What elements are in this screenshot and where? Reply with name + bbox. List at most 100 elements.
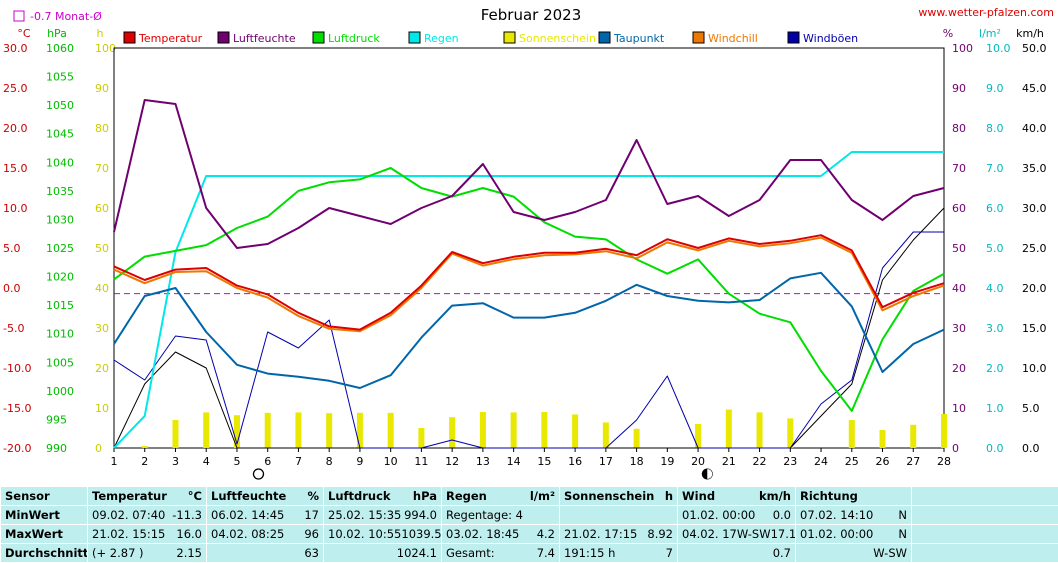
x-tick-label-8: 8 xyxy=(326,455,333,468)
x-tick-label-12: 12 xyxy=(445,455,459,468)
x-tick-label-16: 16 xyxy=(568,455,582,468)
tick-pct-9: 10 xyxy=(952,402,966,415)
tick-hpa-4: 1040 xyxy=(46,156,74,169)
tick-hours-4: 60 xyxy=(95,202,109,215)
x-tick-label-22: 22 xyxy=(753,455,767,468)
tick-pct-2: 80 xyxy=(952,122,966,135)
legend-label-2: Luftdruck xyxy=(328,32,380,45)
avg-rain-value: 7.4 xyxy=(537,546,555,560)
x-tick-label-10: 10 xyxy=(384,455,398,468)
tick-temp-6: 0.0 xyxy=(3,282,21,295)
tick-rain-5: 5.0 xyxy=(986,242,1004,255)
max-press-date: 10.02. 10:55 xyxy=(328,527,401,541)
header-temp-unit: °C xyxy=(188,489,202,503)
sun-bar-7 xyxy=(295,412,301,448)
legend-swatch-3 xyxy=(409,32,420,43)
sun-bar-2 xyxy=(142,446,148,448)
x-tick-label-28: 28 xyxy=(937,455,951,468)
tick-pct-3: 70 xyxy=(952,162,966,175)
x-tick-label-9: 9 xyxy=(356,455,363,468)
avg-rain-note: Gesamt: xyxy=(446,546,495,560)
x-tick-label-19: 19 xyxy=(660,455,674,468)
moon-markers xyxy=(253,469,712,479)
x-tick-label-5: 5 xyxy=(233,455,240,468)
sun-bar-26 xyxy=(880,430,886,448)
max-sun-value: 8.92 xyxy=(647,527,673,541)
mean-marker-icon xyxy=(14,11,24,21)
max-rain-value: 4.2 xyxy=(537,527,555,541)
header-sensor: Sensor xyxy=(1,487,88,506)
tick-wind-4: 30.0 xyxy=(1022,202,1047,215)
mean-note: -0.7 Monat-Ø xyxy=(30,10,102,23)
min-sun xyxy=(560,506,678,525)
unit-pct: % xyxy=(943,27,953,40)
sun-bar-23 xyxy=(787,418,793,448)
header-sun-unit: h xyxy=(665,489,673,503)
max-press-value: 1039.5 xyxy=(401,527,441,541)
max-dir-date: 01.02. 00:00 xyxy=(800,527,873,541)
tick-wind-0: 50.0 xyxy=(1022,42,1047,55)
avg-temp-value: 2.15 xyxy=(176,546,202,560)
x-tick-label-25: 25 xyxy=(845,455,859,468)
sun-bar-13 xyxy=(480,412,486,448)
header-press-name: Luftdruck xyxy=(328,489,391,503)
x-tick-label-24: 24 xyxy=(814,455,828,468)
tick-wind-7: 15.0 xyxy=(1022,322,1047,335)
row-label-avg: Durchschnitt xyxy=(1,544,88,563)
sun-bar-16 xyxy=(572,414,578,448)
tick-hours-2: 80 xyxy=(95,122,109,135)
tick-hours-7: 30 xyxy=(95,322,109,335)
sun-bar-28 xyxy=(941,414,947,448)
max-empty xyxy=(912,525,1058,544)
max-rain: 03.02. 18:45 4.2 xyxy=(442,525,560,544)
tick-hpa-1: 1055 xyxy=(46,71,74,84)
tick-rain-6: 4.0 xyxy=(986,282,1004,295)
tick-hpa-14: 990 xyxy=(46,442,67,455)
tick-temp-1: 25.0 xyxy=(3,82,28,95)
stats-table: Sensor Temperatur°C Luftfeuchte% Luftdru… xyxy=(0,486,1058,563)
tick-pct-6: 40 xyxy=(952,282,966,295)
x-tick-label-2: 2 xyxy=(141,455,148,468)
tick-hours-10: 0 xyxy=(95,442,102,455)
tick-rain-10: 0.0 xyxy=(986,442,1004,455)
tick-temp-3: 15.0 xyxy=(3,162,28,175)
unit-wind: km/h xyxy=(1016,27,1044,40)
sun-bar-12 xyxy=(449,417,455,448)
sun-bar-4 xyxy=(203,412,209,448)
x-tick-label-4: 4 xyxy=(203,455,210,468)
header-rain-name: Regen xyxy=(446,489,487,503)
tick-hpa-2: 1050 xyxy=(46,99,74,112)
full-moon-icon xyxy=(253,469,263,479)
max-rain-date: 03.02. 18:45 xyxy=(446,527,519,541)
tick-temp-4: 10.0 xyxy=(3,202,28,215)
tick-temp-7: -5.0 xyxy=(3,322,24,335)
min-temp: 09.02. 07:40-11.3 xyxy=(88,506,207,525)
min-rain: Regentage: 4 xyxy=(442,506,560,525)
website-link[interactable]: www.wetter-pfalzen.com xyxy=(918,6,1054,19)
tick-hpa-5: 1035 xyxy=(46,185,74,198)
legend-label-1: Luftfeuchte xyxy=(233,32,296,45)
header-temp-name: Temperatur xyxy=(92,489,167,503)
x-tick-label-11: 11 xyxy=(414,455,428,468)
avg-temp: (+ 2.87 )2.15 xyxy=(88,544,207,563)
sun-bar-22 xyxy=(757,412,763,448)
x-tick-label-26: 26 xyxy=(876,455,890,468)
x-tick-label-27: 27 xyxy=(906,455,920,468)
min-press-value: 994.0 xyxy=(404,508,437,522)
legend-label-3: Regen xyxy=(424,32,459,45)
unit-temp: °C xyxy=(17,27,31,40)
stats-header-row: Sensor Temperatur°C Luftfeuchte% Luftdru… xyxy=(1,487,1058,506)
sun-bar-14 xyxy=(511,412,517,448)
avg-dir: W-SW xyxy=(796,544,912,563)
tick-wind-2: 40.0 xyxy=(1022,122,1047,135)
sun-bar-3 xyxy=(172,420,178,448)
tick-temp-2: 20.0 xyxy=(3,122,28,135)
header-rain-unit: l/m² xyxy=(530,489,555,503)
